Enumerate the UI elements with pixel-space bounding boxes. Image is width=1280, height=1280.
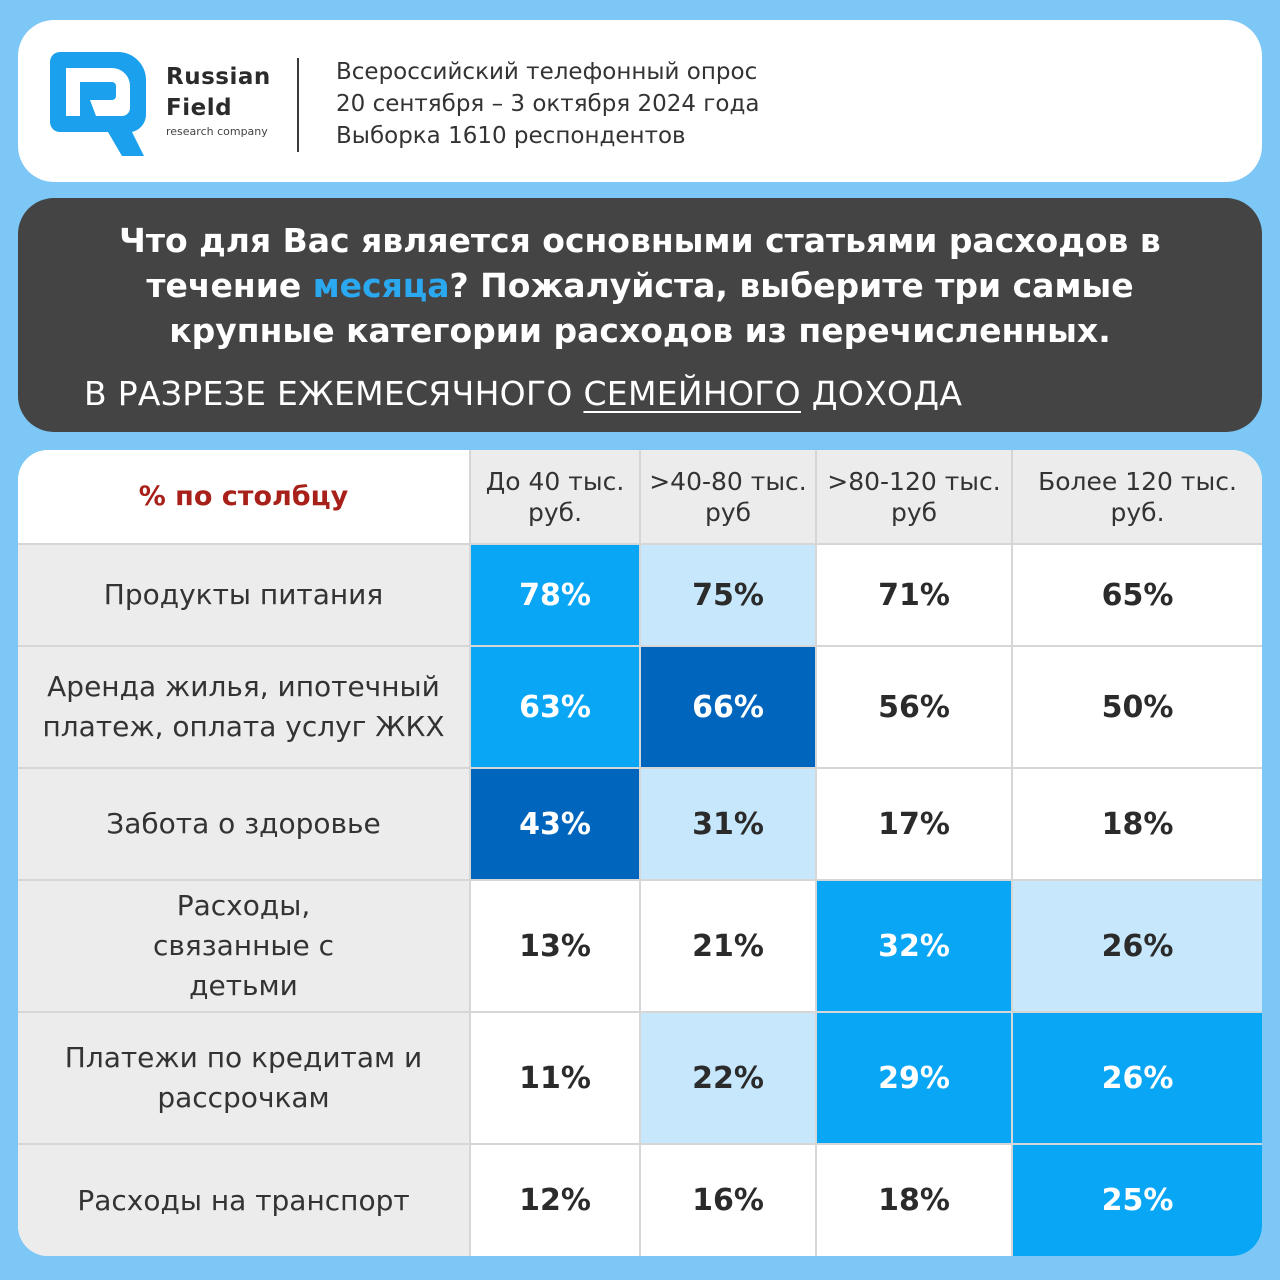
table-cell: 25% [1011,1143,1262,1256]
table-row: Продукты питания 78% 75% 71% 65% [18,543,1262,647]
table-cell: 75% [639,543,817,647]
question-part1: Что для Вас является основными статьями … [119,221,1161,305]
brand-name-line2: Field [166,95,233,121]
corner-label: % по столбцу [18,450,471,545]
russian-field-logo-icon [50,52,146,156]
table-cell: 66% [639,645,817,769]
breakdown-subtitle: В РАЗРЕЗЕ ЕЖЕМЕСЯЧНОГО СЕМЕЙНОГО ДОХОДА [84,374,962,414]
table-cell: 56% [815,645,1013,769]
results-table-card: % по столбцу До 40 тыс. руб. >40-80 тыс.… [18,450,1262,1256]
table-cell: 26% [1011,879,1262,1013]
results-table: % по столбцу До 40 тыс. руб. >40-80 тыс.… [18,450,1262,1256]
table-cell: 31% [639,767,817,881]
survey-dates: 20 сентября – 3 октября 2024 года [336,91,760,117]
row-label: Аренда жилья, ипотечный платеж, оплата у… [18,645,471,769]
table-cell: 16% [639,1143,817,1256]
row-label: Продукты питания [18,543,471,647]
table-row: Платежи по кредитам и рассрочкам 11% 22%… [18,1011,1262,1145]
question-card: Что для Вас является основными статьями … [18,198,1262,432]
table-cell: 32% [815,879,1013,1013]
column-header: Более 120 тыс. руб. [1011,450,1262,545]
table-cell: 71% [815,543,1013,647]
row-label: Забота о здоровье [18,767,471,881]
table-cell: 12% [469,1143,641,1256]
table-cell: 63% [469,645,641,769]
subtitle-before: В РАЗРЕЗЕ ЕЖЕМЕСЯЧНОГО [84,374,584,413]
header-divider [297,58,299,152]
table-row: Расходы на транспорт 12% 16% 18% 25% [18,1143,1262,1256]
table-cell: 29% [815,1011,1013,1145]
table-cell: 21% [639,879,817,1013]
table-cell: 65% [1011,543,1262,647]
table-cell: 50% [1011,645,1262,769]
table-cell: 17% [815,767,1013,881]
table-row: Аренда жилья, ипотечный платеж, оплата у… [18,645,1262,769]
table-cell: 13% [469,879,641,1013]
column-header: >40-80 тыс. руб [639,450,817,545]
survey-sample: Выборка 1610 респондентов [336,123,686,149]
table-row: Забота о здоровье 43% 31% 17% 18% [18,767,1262,881]
column-header: До 40 тыс. руб. [469,450,641,545]
subtitle-after: ДОХОДА [800,374,963,413]
header-card [18,20,1262,182]
table-cell: 18% [815,1143,1013,1256]
table-body: Продукты питания 78% 75% 71% 65% Аренда … [18,543,1262,1256]
brand-name-line1: Russian [166,64,271,90]
table-cell: 11% [469,1011,641,1145]
row-label: Платежи по кредитам и рассрочкам [18,1011,471,1145]
question-part2: ? Пожалуйста, выберите три самые крупные… [169,266,1134,350]
subtitle-underlined: СЕМЕЙНОГО [583,374,801,413]
table-cell: 43% [469,767,641,881]
table-cell: 26% [1011,1011,1262,1145]
table-cell: 22% [639,1011,817,1145]
column-header: >80-120 тыс. руб [815,450,1013,545]
table-row: Расходы, связанные с детьми 13% 21% 32% … [18,879,1262,1013]
question-text: Что для Вас является основными статьями … [88,218,1192,353]
survey-method: Всероссийский телефонный опрос [336,59,758,85]
table-cell: 18% [1011,767,1262,881]
table-cell: 78% [469,543,641,647]
brand-tagline: research company [166,125,268,138]
brand-name: Russian Field research company [166,62,271,140]
question-accent: месяца [312,266,450,305]
row-label: Расходы, связанные с детьми [18,879,471,1013]
row-label: Расходы на транспорт [18,1143,471,1256]
survey-info: Всероссийский телефонный опрос 20 сентяб… [336,56,759,152]
table-header-row: % по столбцу До 40 тыс. руб. >40-80 тыс.… [18,450,1262,545]
